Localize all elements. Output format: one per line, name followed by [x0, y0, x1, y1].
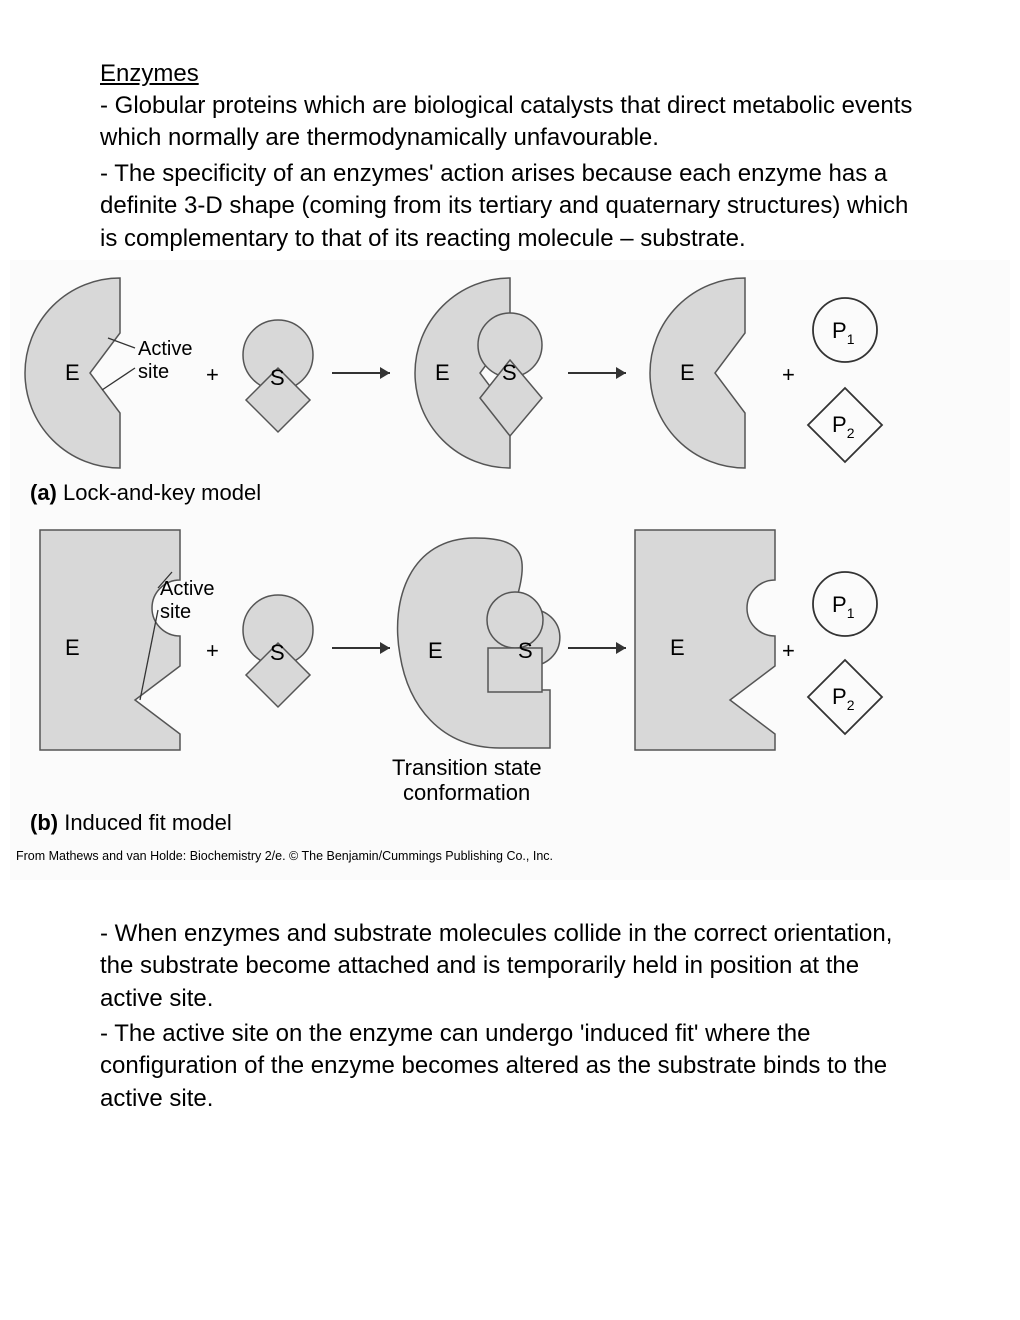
svg-text:Active: Active — [160, 578, 214, 600]
svg-text:site: site — [160, 601, 191, 623]
product-p1-b: P1 — [813, 572, 877, 636]
es-complex-a: E S — [415, 278, 542, 468]
page-title: Enzymes — [100, 58, 199, 90]
plus-a1: + — [206, 362, 219, 387]
transition-caption-1: Transition state — [392, 755, 542, 780]
svg-text:P2: P2 — [832, 684, 855, 713]
intro-paragraph-2: - The specificity of an enzymes' action … — [100, 158, 930, 255]
enzyme-models-diagram: E Active site + S — [10, 260, 1010, 880]
svg-text:E: E — [670, 635, 685, 660]
product-p2-a: P2 — [808, 388, 882, 462]
page: Enzymes - Globular proteins which are bi… — [0, 0, 1020, 1320]
enzyme-b1: E — [40, 530, 180, 750]
enzyme-a3: E — [650, 278, 745, 468]
model-a-label: (a) Lock-and-key model — [30, 480, 261, 505]
svg-text:S: S — [502, 360, 517, 385]
product-p2-b: P2 — [808, 660, 882, 734]
svg-text:P1: P1 — [832, 318, 855, 347]
model-b-label: (b) Induced fit model — [30, 810, 232, 835]
plus-b1: + — [206, 638, 219, 663]
svg-text:site: site — [138, 361, 169, 383]
plus-b2: + — [782, 638, 795, 663]
svg-text:Active: Active — [138, 338, 192, 360]
arrow-b2 — [568, 642, 626, 654]
plus-a2: + — [782, 362, 795, 387]
substrate-a: S — [243, 320, 313, 432]
svg-text:E: E — [428, 638, 443, 663]
arrow-a2 — [568, 367, 626, 379]
svg-text:P2: P2 — [832, 412, 855, 441]
svg-text:S: S — [518, 638, 533, 663]
transition-caption-2: conformation — [403, 780, 530, 805]
diagram-attribution: From Mathews and van Holde: Biochemistry… — [16, 849, 553, 863]
enzyme-b3: E — [635, 530, 775, 750]
svg-text:P1: P1 — [832, 592, 855, 621]
active-site-label-a: Active site — [102, 338, 192, 390]
svg-text:E: E — [680, 360, 695, 385]
arrow-b1 — [332, 642, 390, 654]
product-p1-a: P1 — [813, 298, 877, 362]
enzyme-a1-label: E — [65, 360, 80, 385]
intro-paragraph-1: - Globular proteins which are biological… — [100, 90, 920, 155]
es-complex-b: E S — [398, 538, 560, 748]
svg-text:S: S — [270, 640, 285, 665]
svg-text:S: S — [270, 365, 285, 390]
svg-text:E: E — [435, 360, 450, 385]
diagram-svg: E Active site + S — [10, 260, 1010, 880]
outro-paragraph-1: - When enzymes and substrate molecules c… — [100, 918, 920, 1015]
substrate-b: S — [243, 595, 313, 707]
enzyme-a1: E — [25, 278, 120, 468]
svg-text:E: E — [65, 635, 80, 660]
outro-paragraph-2: - The active site on the enzyme can unde… — [100, 1018, 910, 1115]
arrow-a1 — [332, 367, 390, 379]
